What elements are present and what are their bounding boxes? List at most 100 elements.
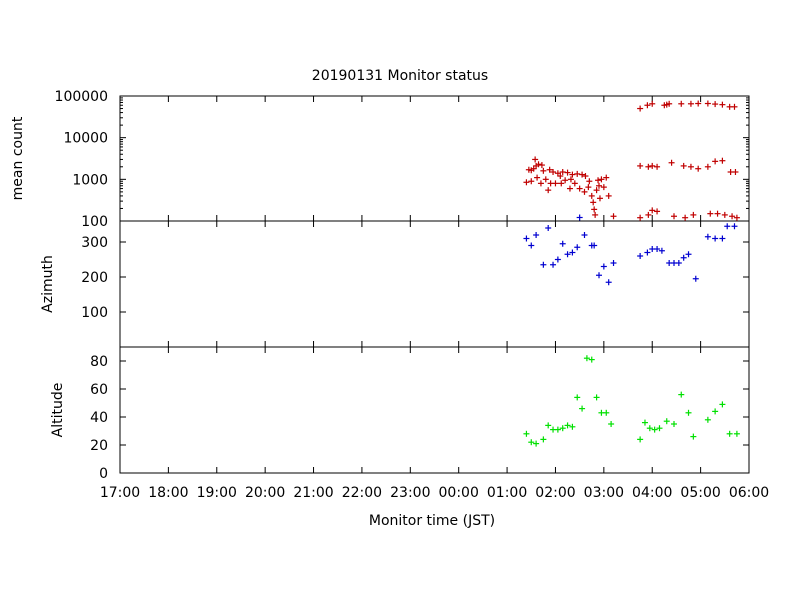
data-point	[538, 162, 545, 169]
data-point	[695, 100, 702, 107]
x-tick-label: 22:00	[342, 485, 382, 501]
data-point	[579, 171, 586, 178]
y-tick-label: 100	[81, 214, 108, 230]
data-point	[603, 409, 610, 416]
data-point	[656, 425, 663, 432]
data-point	[523, 235, 530, 242]
x-tick-label: 03:00	[584, 485, 624, 501]
data-point	[528, 439, 535, 446]
data-point	[528, 242, 535, 249]
x-axis-label: Monitor time (JST)	[369, 513, 495, 529]
x-tick-label: 01:00	[487, 485, 527, 501]
y-tick-label: 40	[90, 410, 108, 426]
data-point	[645, 163, 652, 170]
data-point	[540, 436, 547, 443]
data-point	[690, 211, 697, 218]
y-axis-label: Azimuth	[40, 255, 56, 313]
data-point	[523, 179, 530, 186]
data-point	[574, 170, 581, 177]
data-point	[569, 423, 576, 430]
data-point	[666, 100, 673, 107]
y-tick-label: 60	[90, 382, 108, 398]
data-point	[714, 210, 721, 217]
data-point	[641, 419, 648, 426]
data-point	[596, 182, 603, 189]
data-point	[704, 163, 711, 170]
y-tick-label: 200	[81, 270, 108, 286]
x-tick-label: 20:00	[245, 485, 285, 501]
data-point	[585, 184, 592, 191]
data-point	[605, 192, 612, 199]
data-point	[542, 176, 549, 183]
data-point	[608, 421, 615, 427]
data-point	[576, 214, 583, 221]
data-point	[678, 100, 685, 107]
data-point	[581, 232, 588, 238]
data-point	[564, 169, 571, 176]
data-point	[600, 263, 607, 270]
data-point	[733, 430, 740, 437]
data-point	[528, 178, 535, 185]
x-tick-label: 19:00	[197, 485, 237, 501]
data-point	[695, 165, 702, 172]
x-tick-label: 05:00	[680, 485, 720, 501]
data-point	[583, 355, 590, 362]
data-point	[540, 261, 547, 268]
data-point	[579, 405, 586, 412]
data-point	[726, 430, 733, 437]
y-axis-label: mean count	[10, 116, 26, 200]
data-point	[574, 244, 581, 251]
data-point	[675, 260, 682, 266]
data-point	[566, 185, 573, 192]
data-point	[719, 235, 726, 242]
data-point	[533, 232, 540, 238]
data-point	[591, 242, 598, 249]
y-tick-label: 1000	[72, 172, 108, 188]
data-point	[593, 187, 600, 194]
data-point	[685, 409, 692, 416]
data-point	[554, 426, 561, 433]
data-point	[523, 430, 530, 437]
data-point	[654, 163, 661, 170]
panel-frame-0	[119, 95, 750, 222]
data-point	[554, 256, 561, 263]
data-point	[682, 214, 689, 221]
data-point	[707, 210, 714, 217]
data-point	[692, 275, 699, 282]
data-point	[540, 167, 547, 174]
data-point	[550, 261, 557, 268]
data-point	[671, 421, 678, 427]
y-tick-label: 100000	[55, 89, 108, 105]
data-point	[532, 156, 539, 163]
data-point	[596, 272, 603, 279]
data-point	[610, 213, 617, 220]
data-point	[690, 433, 697, 440]
data-point	[610, 260, 617, 266]
data-point	[552, 180, 559, 187]
data-point	[586, 178, 593, 185]
data-point	[590, 199, 597, 206]
data-point	[719, 401, 726, 408]
data-point	[598, 176, 605, 183]
data-point	[569, 171, 576, 178]
data-point	[731, 223, 738, 230]
data-point	[581, 188, 588, 195]
data-point	[729, 213, 736, 220]
data-point	[649, 162, 656, 169]
chart-title: 20190131 Monitor status	[312, 68, 488, 84]
data-point	[562, 177, 569, 184]
data-point	[712, 235, 719, 242]
data-point	[687, 100, 694, 107]
data-point	[732, 168, 739, 175]
data-point	[591, 206, 598, 213]
data-point	[545, 187, 552, 194]
data-point	[651, 426, 658, 433]
data-point	[564, 251, 571, 258]
data-point	[567, 176, 574, 183]
y-tick-label: 20	[90, 438, 108, 454]
data-point	[685, 251, 692, 258]
data-point	[546, 166, 553, 173]
data-point	[704, 233, 711, 240]
data-point	[600, 184, 607, 191]
data-point	[671, 213, 678, 220]
